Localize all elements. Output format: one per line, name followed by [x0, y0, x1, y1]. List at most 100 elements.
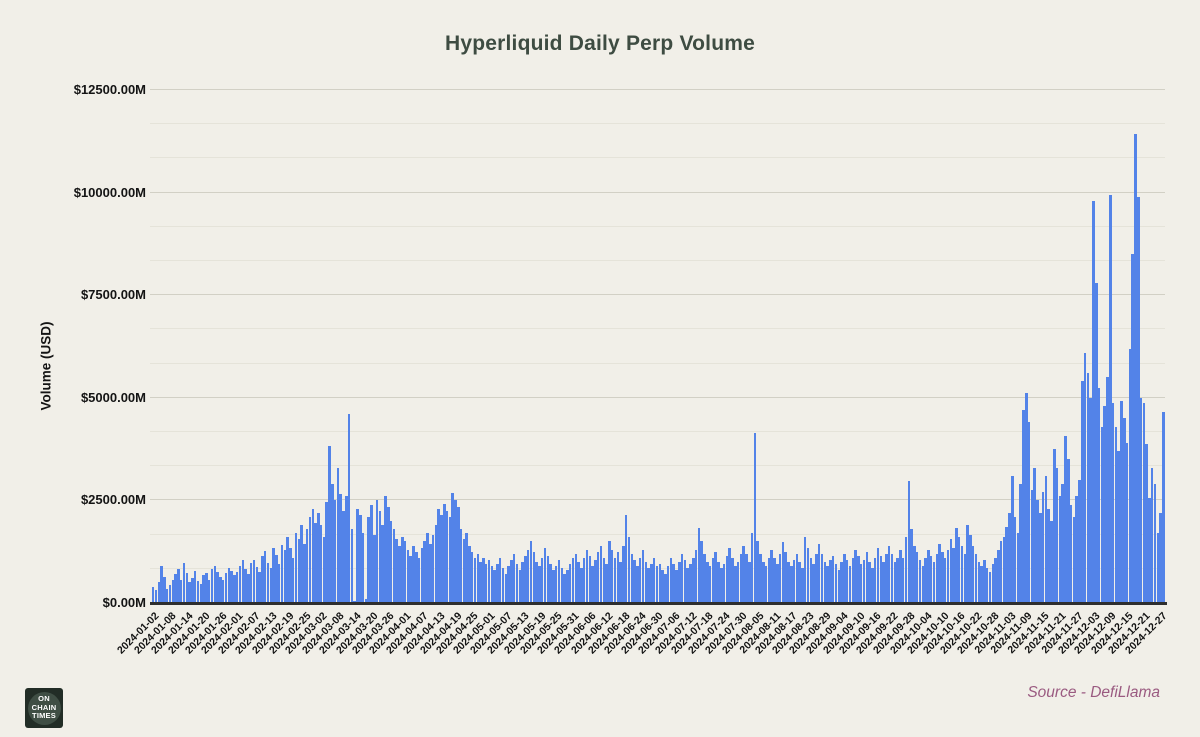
bar[interactable]: [605, 564, 608, 603]
bar[interactable]: [1131, 254, 1134, 603]
bar[interactable]: [454, 500, 457, 603]
bar[interactable]: [350, 529, 354, 603]
bar[interactable]: [286, 537, 289, 603]
bar[interactable]: [918, 559, 922, 603]
bar[interactable]: [1011, 475, 1014, 603]
bar[interactable]: [1050, 520, 1053, 603]
bar[interactable]: [731, 557, 734, 603]
bar[interactable]: [510, 559, 513, 603]
bar[interactable]: [263, 550, 267, 603]
bar[interactable]: [980, 566, 983, 603]
bar[interactable]: [742, 545, 745, 603]
bar[interactable]: [904, 537, 908, 603]
bar[interactable]: [739, 553, 743, 603]
bar[interactable]: [1134, 133, 1137, 603]
bar[interactable]: [261, 555, 264, 603]
bar[interactable]: [300, 525, 303, 603]
bar[interactable]: [686, 568, 689, 603]
bar[interactable]: [538, 566, 541, 603]
bar[interactable]: [367, 516, 370, 603]
bar[interactable]: [818, 543, 821, 603]
bar[interactable]: [244, 569, 247, 603]
bar[interactable]: [994, 557, 997, 603]
bar[interactable]: [1047, 508, 1050, 603]
bar[interactable]: [613, 557, 617, 603]
bar[interactable]: [750, 533, 754, 603]
bar[interactable]: [999, 541, 1003, 603]
bar[interactable]: [526, 549, 530, 603]
bar[interactable]: [960, 545, 964, 603]
bar[interactable]: [406, 549, 410, 603]
bar[interactable]: [896, 557, 899, 603]
bar[interactable]: [966, 525, 969, 603]
bar[interactable]: [638, 557, 642, 603]
bar[interactable]: [675, 570, 678, 603]
bar[interactable]: [535, 561, 538, 603]
bar[interactable]: [429, 543, 432, 603]
bar[interactable]: [297, 538, 300, 603]
bar[interactable]: [1072, 516, 1076, 603]
bar[interactable]: [331, 483, 334, 603]
bar[interactable]: [291, 557, 295, 603]
bar[interactable]: [711, 557, 715, 603]
bar[interactable]: [549, 564, 552, 603]
bar[interactable]: [901, 557, 905, 603]
bar[interactable]: [658, 564, 661, 603]
bar[interactable]: [985, 568, 989, 603]
bar[interactable]: [624, 514, 628, 603]
bar[interactable]: [487, 559, 491, 603]
bar[interactable]: [434, 525, 438, 603]
bar[interactable]: [650, 564, 653, 603]
bar[interactable]: [580, 568, 583, 603]
bar[interactable]: [1125, 442, 1129, 603]
bar[interactable]: [1089, 397, 1092, 603]
bar[interactable]: [412, 545, 415, 603]
bar[interactable]: [504, 574, 508, 603]
bar[interactable]: [437, 508, 440, 603]
bar[interactable]: [734, 566, 737, 603]
bar[interactable]: [1075, 496, 1078, 603]
bar[interactable]: [655, 566, 659, 603]
bar[interactable]: [1081, 381, 1084, 603]
bar[interactable]: [680, 553, 684, 603]
bar[interactable]: [345, 496, 348, 603]
bar[interactable]: [882, 561, 885, 603]
bar[interactable]: [1019, 483, 1022, 603]
bar[interactable]: [1159, 512, 1162, 603]
bar[interactable]: [1013, 516, 1017, 603]
bar[interactable]: [792, 559, 796, 603]
bar[interactable]: [854, 549, 857, 603]
bar[interactable]: [843, 553, 846, 603]
bar[interactable]: [314, 522, 317, 603]
bar[interactable]: [801, 568, 804, 603]
bar[interactable]: [1022, 410, 1025, 603]
bar[interactable]: [773, 557, 776, 603]
bar[interactable]: [661, 570, 664, 603]
bar[interactable]: [174, 574, 177, 603]
bar[interactable]: [417, 557, 421, 603]
bar[interactable]: [1153, 483, 1157, 603]
bar[interactable]: [812, 564, 815, 603]
bar[interactable]: [689, 564, 692, 603]
bar[interactable]: [378, 510, 382, 603]
bar[interactable]: [762, 561, 765, 603]
bar[interactable]: [1078, 479, 1081, 603]
bar[interactable]: [163, 576, 166, 603]
bar[interactable]: [910, 529, 913, 603]
bar[interactable]: [361, 533, 365, 603]
bar[interactable]: [207, 580, 211, 603]
bar[interactable]: [672, 564, 675, 603]
bar[interactable]: [851, 557, 855, 603]
bar[interactable]: [199, 584, 203, 603]
bar[interactable]: [1139, 397, 1143, 603]
bar[interactable]: [182, 563, 186, 603]
bar[interactable]: [770, 549, 773, 603]
bar[interactable]: [871, 568, 874, 603]
bar[interactable]: [566, 570, 569, 603]
bar[interactable]: [465, 533, 468, 603]
bar[interactable]: [952, 547, 955, 603]
bar[interactable]: [1053, 448, 1056, 603]
bar[interactable]: [837, 570, 841, 603]
bar[interactable]: [840, 561, 843, 603]
bar[interactable]: [224, 573, 228, 603]
